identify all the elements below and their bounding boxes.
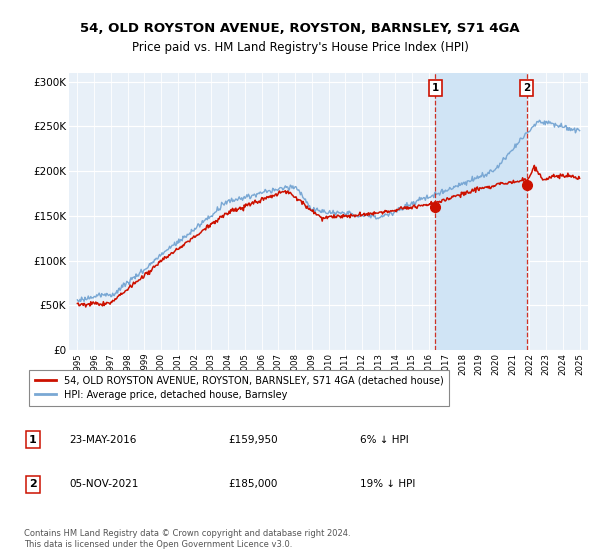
Legend: 54, OLD ROYSTON AVENUE, ROYSTON, BARNSLEY, S71 4GA (detached house), HPI: Averag: 54, OLD ROYSTON AVENUE, ROYSTON, BARNSLE… xyxy=(29,370,449,406)
Text: 19% ↓ HPI: 19% ↓ HPI xyxy=(360,479,415,489)
Text: Price paid vs. HM Land Registry's House Price Index (HPI): Price paid vs. HM Land Registry's House … xyxy=(131,41,469,54)
Bar xyxy=(436,73,527,350)
Text: 2: 2 xyxy=(29,479,37,489)
Text: 23-MAY-2016: 23-MAY-2016 xyxy=(69,435,136,445)
Text: 1: 1 xyxy=(29,435,37,445)
Text: Contains HM Land Registry data © Crown copyright and database right 2024.
This d: Contains HM Land Registry data © Crown c… xyxy=(24,529,350,549)
Text: 6% ↓ HPI: 6% ↓ HPI xyxy=(360,435,409,445)
Text: 05-NOV-2021: 05-NOV-2021 xyxy=(69,479,139,489)
Text: 54, OLD ROYSTON AVENUE, ROYSTON, BARNSLEY, S71 4GA: 54, OLD ROYSTON AVENUE, ROYSTON, BARNSLE… xyxy=(80,21,520,35)
Text: £185,000: £185,000 xyxy=(228,479,277,489)
Text: 2: 2 xyxy=(523,83,530,93)
Text: 1: 1 xyxy=(432,83,439,93)
Text: £159,950: £159,950 xyxy=(228,435,278,445)
